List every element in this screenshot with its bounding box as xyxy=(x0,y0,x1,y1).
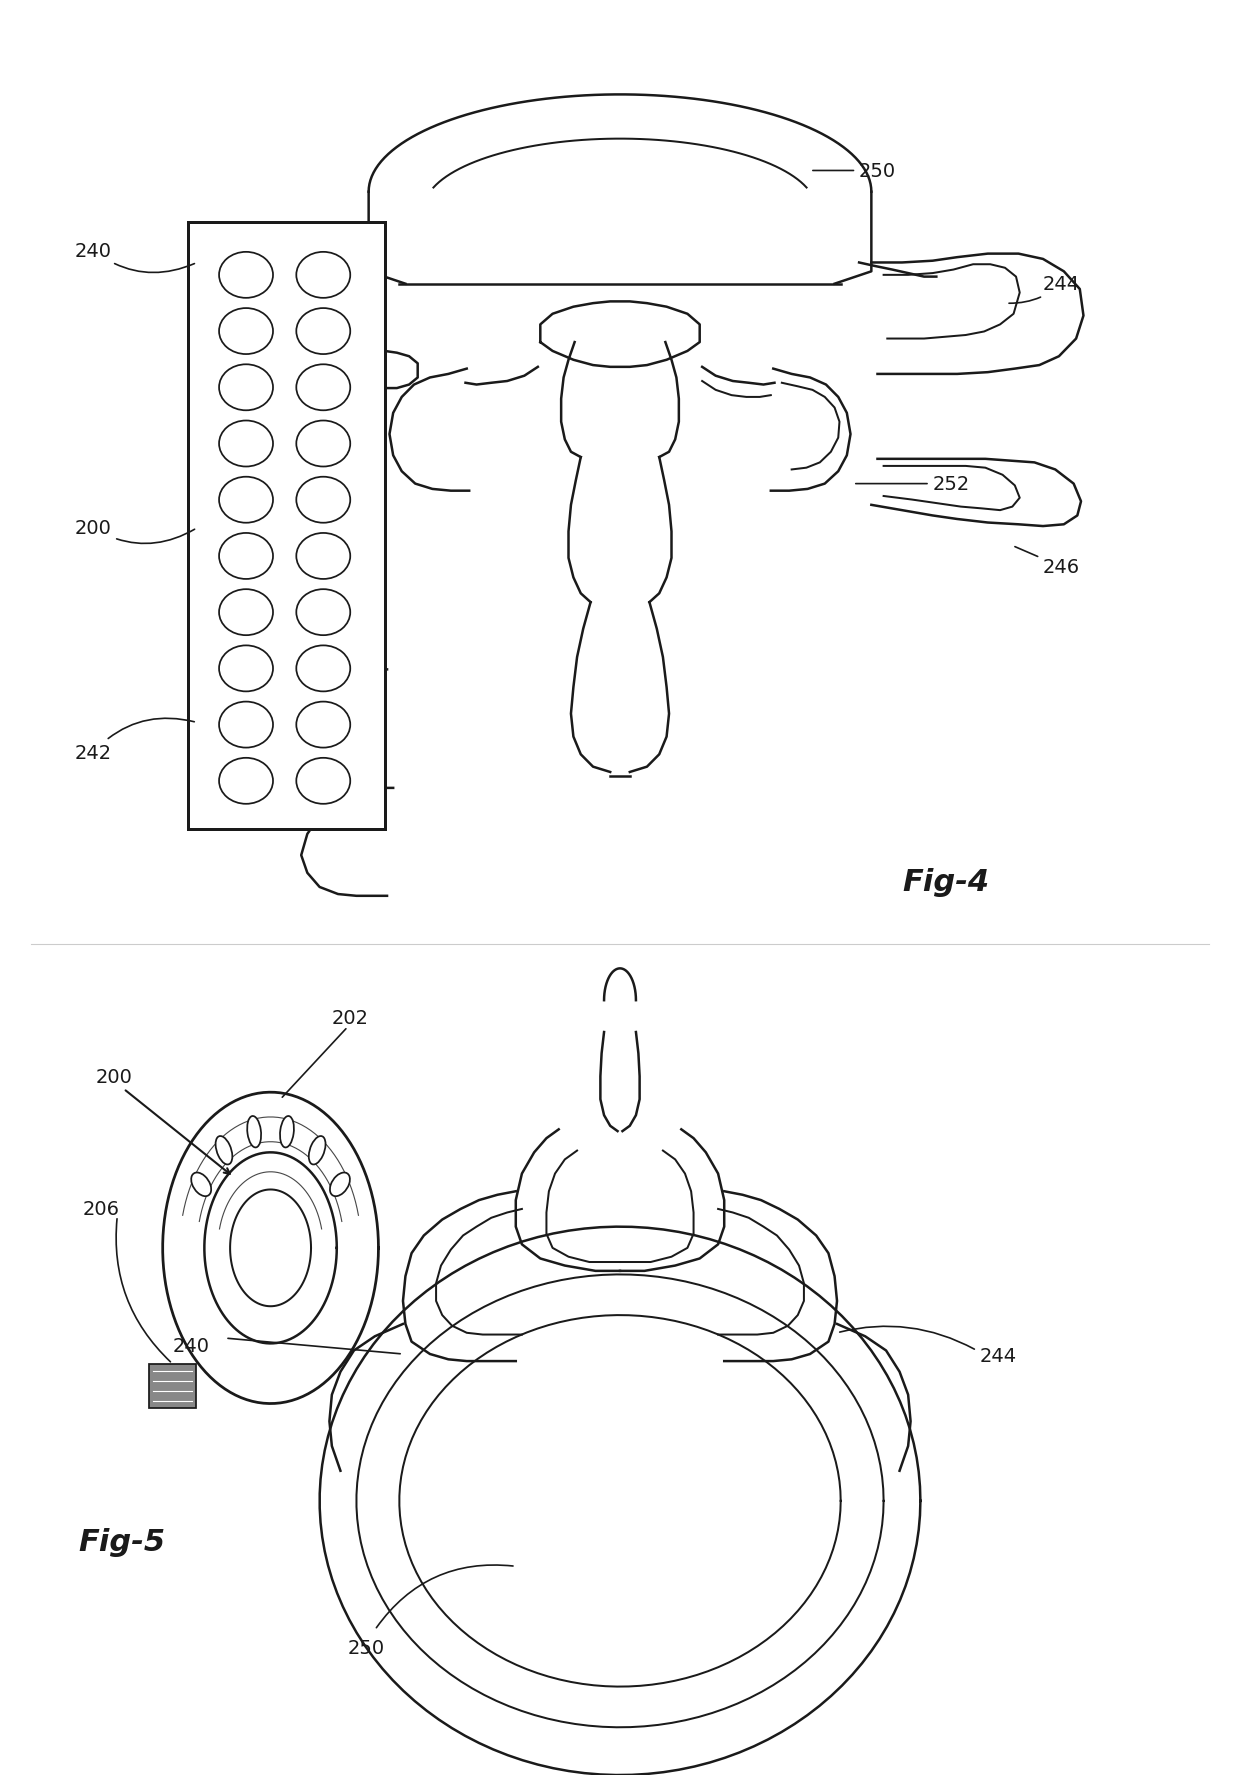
Text: 200: 200 xyxy=(74,519,195,544)
Ellipse shape xyxy=(219,365,273,412)
Ellipse shape xyxy=(296,253,350,299)
Text: 200: 200 xyxy=(95,1067,133,1087)
Text: 250: 250 xyxy=(813,162,897,180)
Text: 242: 242 xyxy=(74,718,195,763)
Ellipse shape xyxy=(330,1173,350,1196)
Ellipse shape xyxy=(296,421,350,467)
Ellipse shape xyxy=(219,478,273,524)
Bar xyxy=(149,1363,196,1408)
Text: 246: 246 xyxy=(1014,547,1080,577)
Ellipse shape xyxy=(219,759,273,804)
Ellipse shape xyxy=(296,647,350,691)
Text: 244: 244 xyxy=(980,1347,1017,1365)
Ellipse shape xyxy=(219,253,273,299)
Text: 250: 250 xyxy=(347,1638,384,1657)
Ellipse shape xyxy=(219,533,273,579)
Ellipse shape xyxy=(296,590,350,636)
Ellipse shape xyxy=(216,1137,232,1165)
Ellipse shape xyxy=(247,1116,262,1148)
Text: Fig-5: Fig-5 xyxy=(78,1527,165,1556)
Text: 244: 244 xyxy=(1009,274,1080,305)
Text: 240: 240 xyxy=(172,1336,210,1354)
Bar xyxy=(188,223,384,829)
Ellipse shape xyxy=(219,647,273,691)
Ellipse shape xyxy=(280,1116,294,1148)
Ellipse shape xyxy=(296,308,350,355)
Ellipse shape xyxy=(296,365,350,412)
Ellipse shape xyxy=(296,702,350,748)
Text: 240: 240 xyxy=(74,241,195,273)
Ellipse shape xyxy=(296,759,350,804)
Text: 202: 202 xyxy=(332,1009,368,1028)
Text: 206: 206 xyxy=(83,1199,120,1219)
Ellipse shape xyxy=(191,1173,211,1196)
Ellipse shape xyxy=(296,533,350,579)
Ellipse shape xyxy=(296,478,350,524)
Ellipse shape xyxy=(309,1137,326,1165)
Ellipse shape xyxy=(219,308,273,355)
Ellipse shape xyxy=(219,590,273,636)
Text: Fig-4: Fig-4 xyxy=(901,868,990,896)
Text: 252: 252 xyxy=(856,474,970,494)
Ellipse shape xyxy=(219,421,273,467)
Ellipse shape xyxy=(219,702,273,748)
